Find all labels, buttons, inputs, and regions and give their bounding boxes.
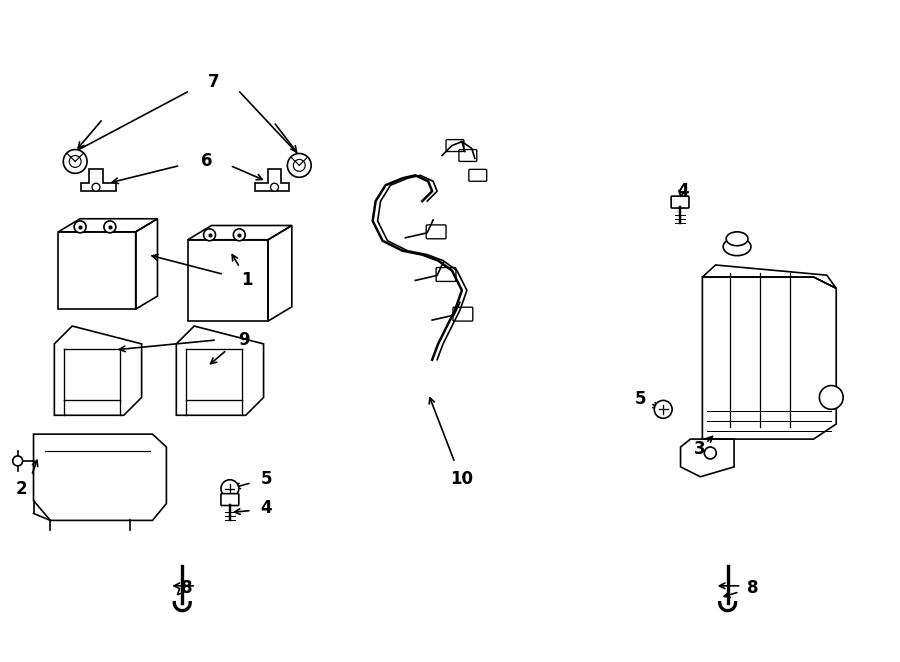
Circle shape [203,229,215,241]
Circle shape [220,480,238,498]
Circle shape [233,229,245,241]
Text: 4: 4 [677,182,688,200]
Ellipse shape [724,238,751,256]
Circle shape [13,456,22,466]
Text: 9: 9 [238,331,249,349]
Circle shape [287,154,311,177]
Text: 1: 1 [241,271,253,289]
Circle shape [92,183,100,191]
Circle shape [705,447,716,459]
Text: 10: 10 [450,470,473,488]
Text: 5: 5 [634,391,646,408]
Text: 6: 6 [202,152,212,170]
Circle shape [104,221,116,233]
Text: 5: 5 [261,470,273,488]
Circle shape [63,150,87,173]
Circle shape [654,401,672,418]
Text: 3: 3 [694,440,706,458]
FancyBboxPatch shape [220,494,238,506]
Ellipse shape [726,232,748,246]
Text: 7: 7 [208,73,220,91]
Text: 8: 8 [182,579,193,597]
Text: 4: 4 [261,500,273,518]
Circle shape [819,385,843,409]
Text: 2: 2 [16,480,27,498]
Circle shape [271,183,278,191]
Text: 8: 8 [747,579,758,597]
FancyBboxPatch shape [671,196,689,208]
Circle shape [74,221,86,233]
